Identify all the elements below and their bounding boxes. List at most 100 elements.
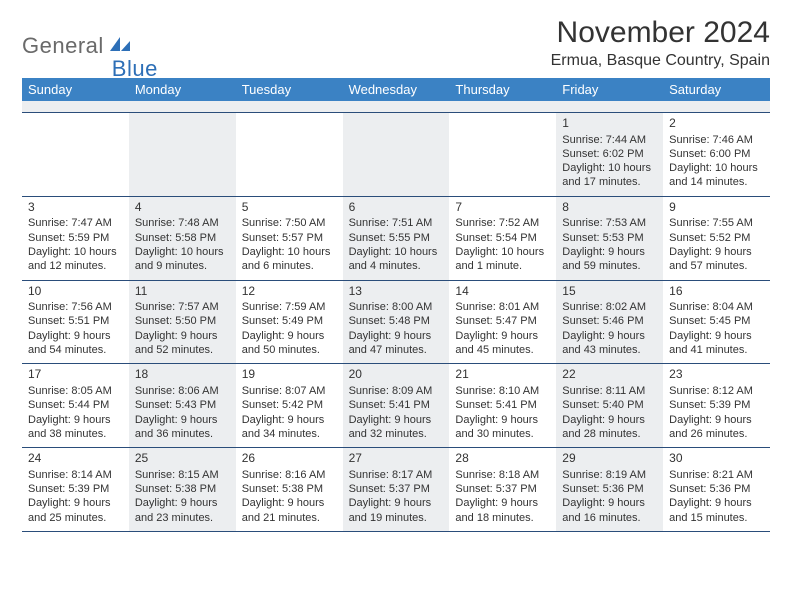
cell-day1: Daylight: 9 hours [562,245,657,259]
cell-day1: Daylight: 9 hours [135,496,230,510]
title-block: November 2024 Ermua, Basque Country, Spa… [551,16,770,70]
weekday-thu: Thursday [449,78,556,101]
logo-text-general: General [22,33,104,59]
cell-sunset: Sunset: 5:58 PM [135,231,230,245]
day-number: 22 [562,367,657,383]
cell-day1: Daylight: 9 hours [455,496,550,510]
calendar-cell: 12Sunrise: 7:59 AMSunset: 5:49 PMDayligh… [236,281,343,364]
cell-sunrise: Sunrise: 8:10 AM [455,384,550,398]
cell-day2: and 52 minutes. [135,343,230,357]
cell-day1: Daylight: 9 hours [455,329,550,343]
cell-day2: and 16 minutes. [562,511,657,525]
calendar-week: 24Sunrise: 8:14 AMSunset: 5:39 PMDayligh… [22,448,770,532]
cell-sunrise: Sunrise: 7:46 AM [669,133,764,147]
cell-day2: and 57 minutes. [669,259,764,273]
calendar-cell: 21Sunrise: 8:10 AMSunset: 5:41 PMDayligh… [449,364,556,447]
day-number: 11 [135,284,230,300]
cell-day1: Daylight: 10 hours [669,161,764,175]
day-number: 8 [562,200,657,216]
calendar-cell: 22Sunrise: 8:11 AMSunset: 5:40 PMDayligh… [556,364,663,447]
calendar-cell: 7Sunrise: 7:52 AMSunset: 5:54 PMDaylight… [449,197,556,280]
cell-day2: and 26 minutes. [669,427,764,441]
cell-day2: and 34 minutes. [242,427,337,441]
calendar-cell: 8Sunrise: 7:53 AMSunset: 5:53 PMDaylight… [556,197,663,280]
calendar-week: 17Sunrise: 8:05 AMSunset: 5:44 PMDayligh… [22,364,770,448]
calendar-cell [236,113,343,196]
day-number: 3 [28,200,123,216]
cell-sunset: Sunset: 5:55 PM [349,231,444,245]
cell-day1: Daylight: 9 hours [242,329,337,343]
cell-sunset: Sunset: 5:40 PM [562,398,657,412]
cell-day2: and 50 minutes. [242,343,337,357]
calendar-cell: 24Sunrise: 8:14 AMSunset: 5:39 PMDayligh… [22,448,129,531]
cell-sunrise: Sunrise: 8:02 AM [562,300,657,314]
calendar-cell: 2Sunrise: 7:46 AMSunset: 6:00 PMDaylight… [663,113,770,196]
cell-day2: and 30 minutes. [455,427,550,441]
cell-day2: and 32 minutes. [349,427,444,441]
cell-sunrise: Sunrise: 7:50 AM [242,216,337,230]
header: General Blue November 2024 Ermua, Basque… [22,16,770,70]
cell-sunset: Sunset: 5:37 PM [349,482,444,496]
cell-sunset: Sunset: 5:54 PM [455,231,550,245]
calendar-cell: 6Sunrise: 7:51 AMSunset: 5:55 PMDaylight… [343,197,450,280]
cell-day2: and 19 minutes. [349,511,444,525]
logo-text-blue: Blue [112,56,158,82]
cell-sunset: Sunset: 5:51 PM [28,314,123,328]
cell-sunset: Sunset: 5:52 PM [669,231,764,245]
cell-sunrise: Sunrise: 8:18 AM [455,468,550,482]
cell-day2: and 47 minutes. [349,343,444,357]
day-number: 15 [562,284,657,300]
day-number: 7 [455,200,550,216]
day-number: 6 [349,200,444,216]
cell-day1: Daylight: 10 hours [455,245,550,259]
calendar-cell: 3Sunrise: 7:47 AMSunset: 5:59 PMDaylight… [22,197,129,280]
cell-sunrise: Sunrise: 7:51 AM [349,216,444,230]
cell-day1: Daylight: 9 hours [455,413,550,427]
cell-day1: Daylight: 9 hours [135,329,230,343]
month-title: November 2024 [551,16,770,50]
cell-sunrise: Sunrise: 8:17 AM [349,468,444,482]
cell-sunrise: Sunrise: 8:04 AM [669,300,764,314]
cell-day1: Daylight: 9 hours [669,496,764,510]
cell-sunset: Sunset: 5:36 PM [669,482,764,496]
cell-day1: Daylight: 10 hours [28,245,123,259]
spacer-row [22,101,770,113]
calendar-cell: 15Sunrise: 8:02 AMSunset: 5:46 PMDayligh… [556,281,663,364]
day-number: 12 [242,284,337,300]
day-number: 17 [28,367,123,383]
weekday-fri: Friday [556,78,663,101]
day-number: 13 [349,284,444,300]
cell-sunset: Sunset: 5:39 PM [28,482,123,496]
cell-sunset: Sunset: 6:02 PM [562,147,657,161]
cell-sunset: Sunset: 5:53 PM [562,231,657,245]
cell-sunset: Sunset: 5:38 PM [242,482,337,496]
calendar-cell: 29Sunrise: 8:19 AMSunset: 5:36 PMDayligh… [556,448,663,531]
cell-day1: Daylight: 9 hours [669,329,764,343]
cell-day1: Daylight: 9 hours [135,413,230,427]
calendar-cell: 30Sunrise: 8:21 AMSunset: 5:36 PMDayligh… [663,448,770,531]
cell-day1: Daylight: 9 hours [28,496,123,510]
cell-day1: Daylight: 9 hours [562,329,657,343]
cell-sunset: Sunset: 5:41 PM [455,398,550,412]
cell-day1: Daylight: 9 hours [242,413,337,427]
cell-sunset: Sunset: 5:49 PM [242,314,337,328]
day-number: 10 [28,284,123,300]
cell-day2: and 14 minutes. [669,175,764,189]
cell-sunrise: Sunrise: 8:15 AM [135,468,230,482]
calendar: Sunday Monday Tuesday Wednesday Thursday… [22,78,770,532]
cell-day2: and 45 minutes. [455,343,550,357]
calendar-cell: 27Sunrise: 8:17 AMSunset: 5:37 PMDayligh… [343,448,450,531]
day-number: 25 [135,451,230,467]
cell-sunrise: Sunrise: 7:55 AM [669,216,764,230]
cell-sunset: Sunset: 5:57 PM [242,231,337,245]
calendar-cell: 9Sunrise: 7:55 AMSunset: 5:52 PMDaylight… [663,197,770,280]
weekday-sat: Saturday [663,78,770,101]
calendar-cell: 13Sunrise: 8:00 AMSunset: 5:48 PMDayligh… [343,281,450,364]
cell-day1: Daylight: 10 hours [135,245,230,259]
cell-sunrise: Sunrise: 8:12 AM [669,384,764,398]
day-number: 26 [242,451,337,467]
cell-day1: Daylight: 9 hours [28,413,123,427]
cell-sunrise: Sunrise: 7:48 AM [135,216,230,230]
cell-sunrise: Sunrise: 8:00 AM [349,300,444,314]
day-number: 19 [242,367,337,383]
